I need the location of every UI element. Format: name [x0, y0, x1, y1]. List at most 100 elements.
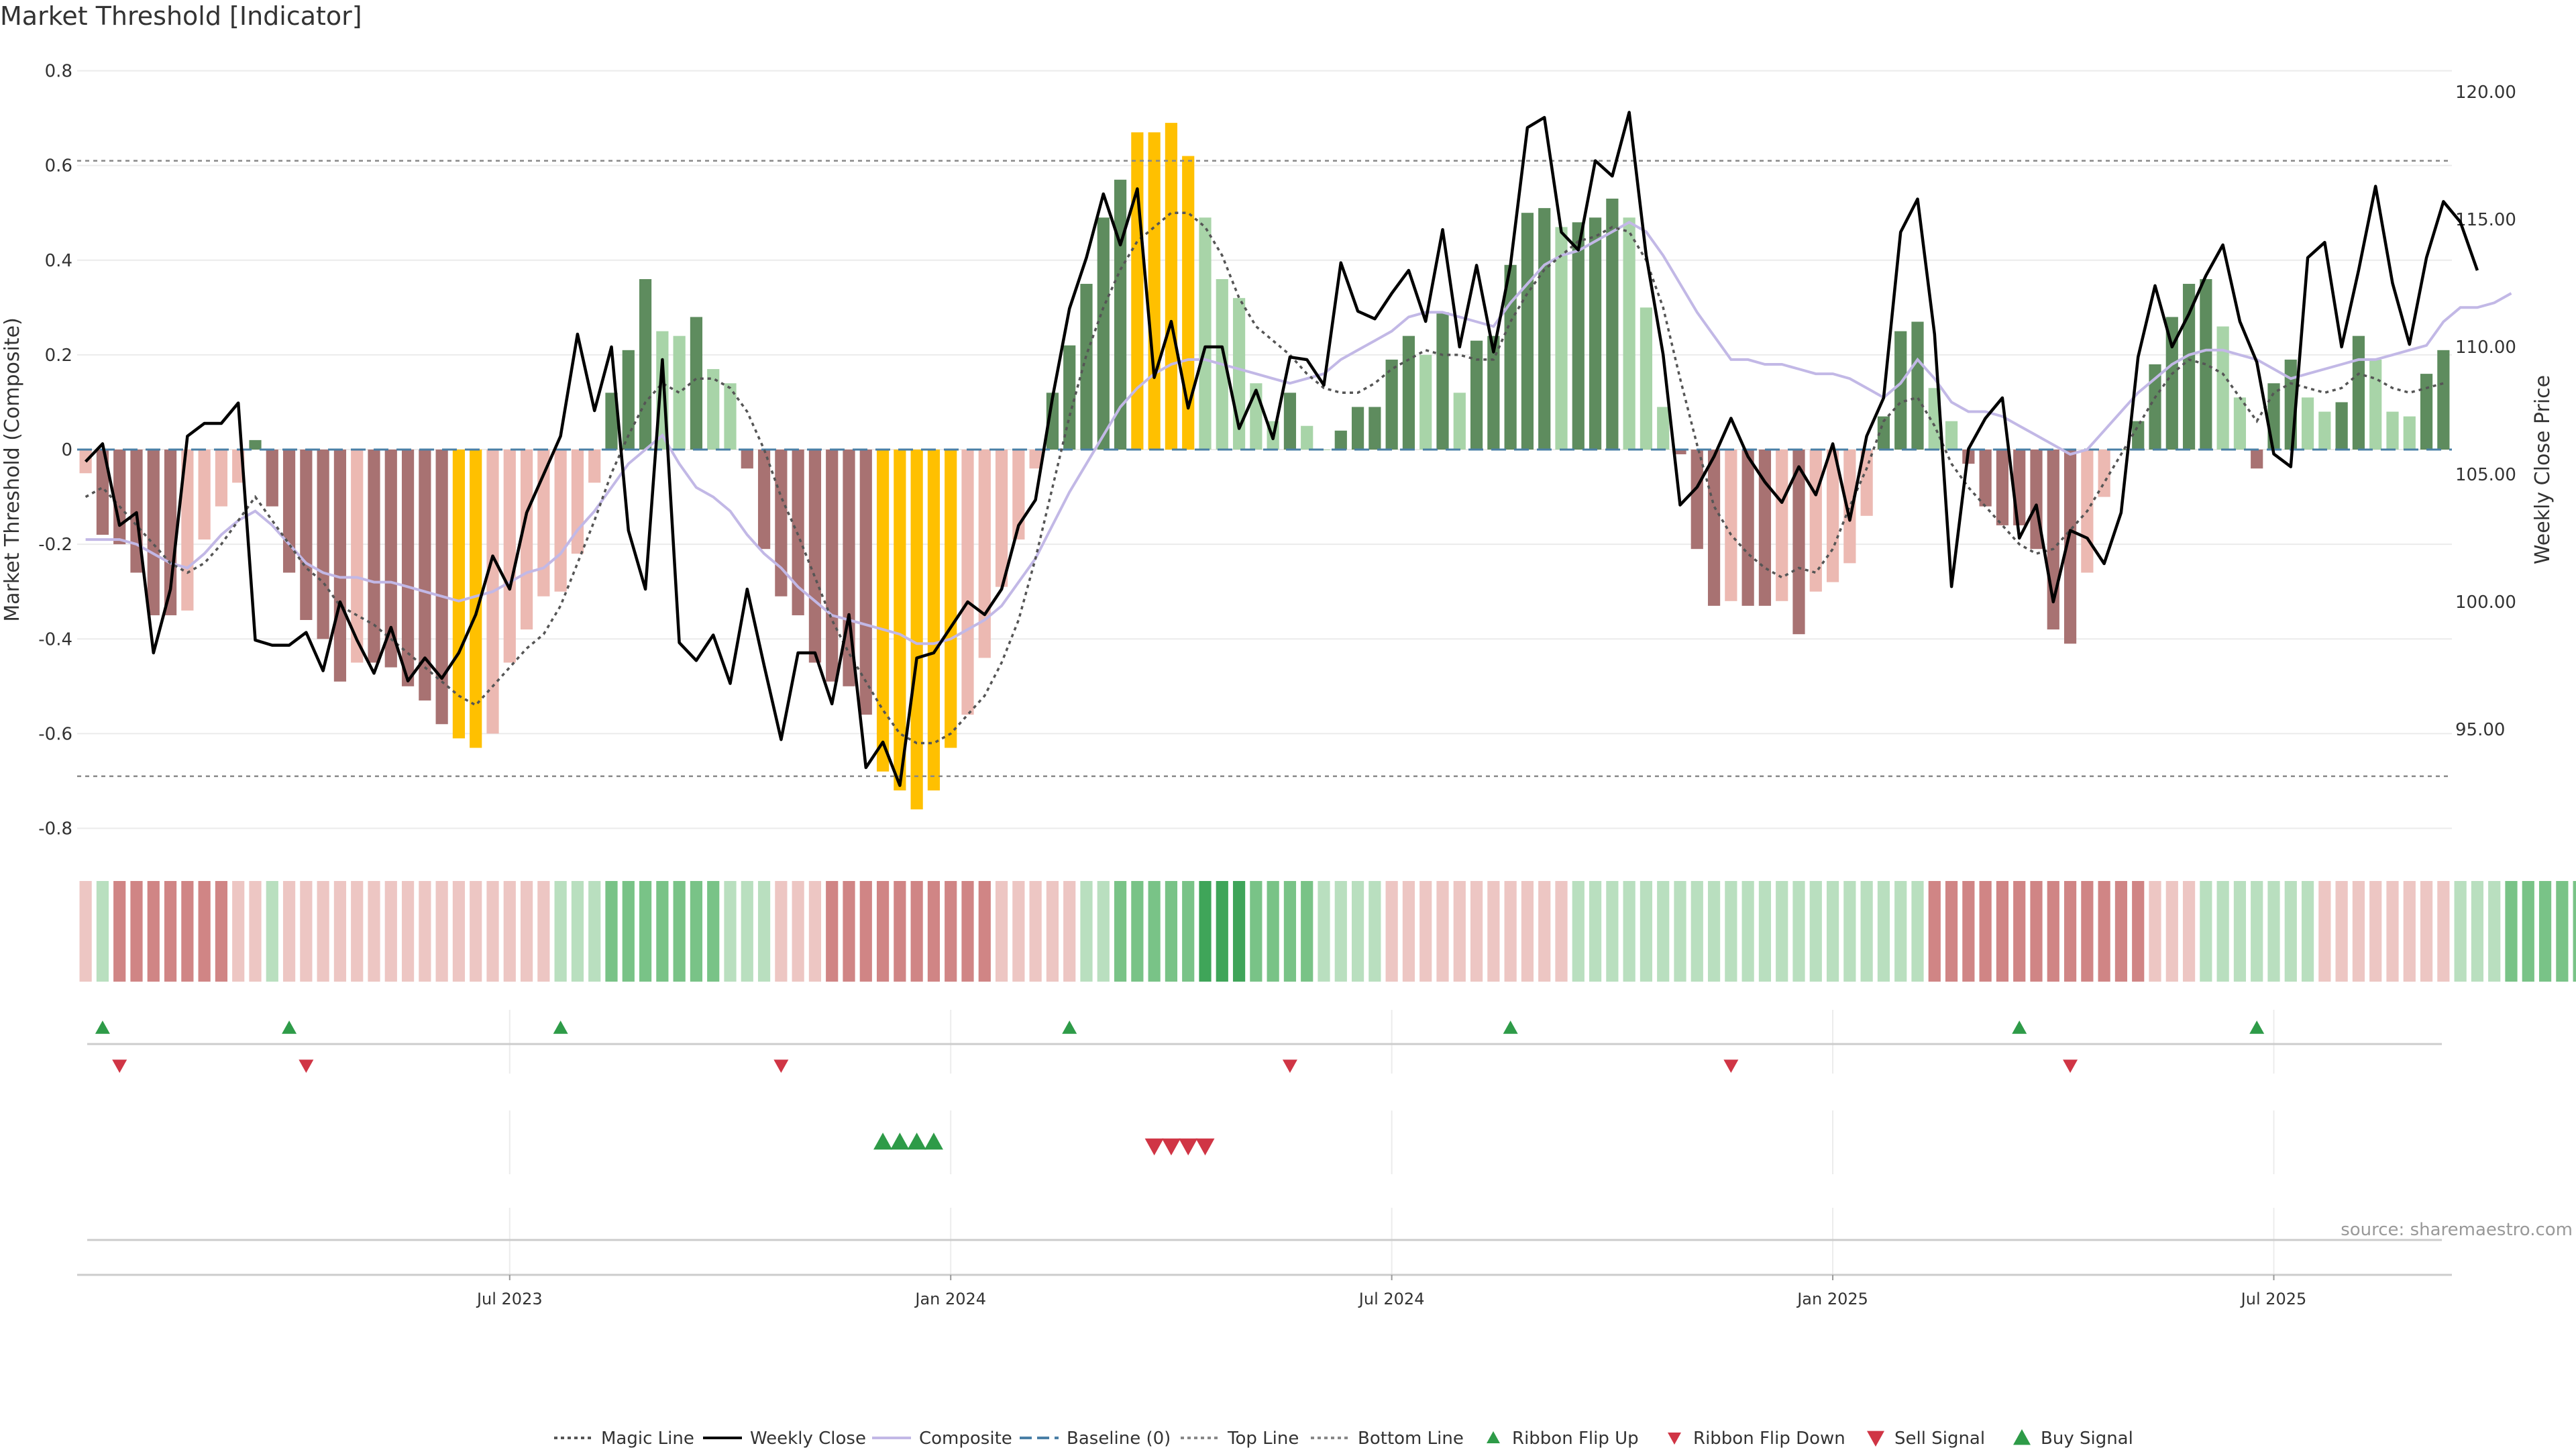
- hist-bar: [1131, 132, 1144, 450]
- ribbon-cell: [368, 881, 380, 982]
- hist-bar: [1165, 123, 1178, 450]
- hist-bar: [826, 450, 839, 682]
- ribbon-cell: [826, 881, 839, 982]
- hist-bar: [2251, 450, 2263, 469]
- hist-bar: [1385, 359, 1398, 450]
- ribbon-cell: [232, 881, 245, 982]
- ribbon-cell: [1046, 881, 1059, 982]
- ribbon-cell: [2403, 881, 2416, 982]
- ribbon-cell: [1555, 881, 1568, 982]
- legend-swatch-buy: [2013, 1429, 2031, 1445]
- right-axis-title: Weekly Close Price: [2531, 375, 2555, 564]
- hist-bar: [249, 439, 262, 450]
- hist-bar: [1792, 450, 1805, 635]
- ribbon-flip-down-marker: [2063, 1059, 2078, 1073]
- ribbon-cell: [605, 881, 618, 982]
- ribbon-cell: [2538, 881, 2552, 982]
- hist-bar: [639, 278, 652, 450]
- ribbon-cell: [300, 881, 313, 982]
- hist-bar: [2063, 450, 2077, 644]
- ribbon-cell: [808, 881, 822, 982]
- hist-bar: [351, 450, 364, 663]
- ribbon-cell: [927, 881, 941, 982]
- hist-bar: [690, 317, 703, 450]
- hist-bar: [2098, 450, 2110, 497]
- hist-bar: [1945, 421, 1958, 450]
- legend-swatch-flip_up: [1487, 1431, 1500, 1443]
- ribbon-cell: [2267, 881, 2280, 982]
- ribbon-cell: [1928, 881, 1941, 982]
- ribbon-cell: [2505, 881, 2518, 982]
- ribbon-cell: [1894, 881, 1907, 982]
- ribbon-cell: [2165, 881, 2178, 982]
- hist-bar: [876, 450, 890, 772]
- ribbon-cell: [1232, 881, 1246, 982]
- ribbon-flip-down-marker: [1723, 1059, 1739, 1073]
- hist-bar: [961, 450, 974, 715]
- left-tick-label: -0.4: [38, 629, 72, 650]
- legend-label-composite: Composite: [919, 1429, 1012, 1449]
- ribbon-cell: [2318, 881, 2331, 982]
- ribbon-cell: [1962, 881, 1975, 982]
- ribbon-cell: [1199, 881, 1212, 982]
- ribbon-flip-up-marker: [1503, 1021, 1518, 1034]
- ribbon-cell: [401, 881, 415, 982]
- hist-bar: [1012, 450, 1025, 540]
- right-tick-label: 115.00: [2455, 210, 2516, 230]
- ribbon-cell: [1792, 881, 1805, 982]
- hist-bar: [1894, 331, 1907, 450]
- hist-bar: [2233, 397, 2247, 450]
- ribbon-cell: [1776, 881, 1788, 982]
- ribbon-cell: [1674, 881, 1686, 982]
- ribbon-cell: [1131, 881, 1144, 982]
- ribbon-cell: [1182, 881, 1195, 982]
- ribbon-cell: [843, 881, 855, 982]
- ribbon-cell: [96, 881, 109, 982]
- hist-bar: [333, 450, 347, 682]
- hist-bar: [1690, 450, 1703, 550]
- ribbon-cell: [1521, 881, 1534, 982]
- hist-bar: [724, 383, 737, 450]
- ribbon-cell: [1402, 881, 1415, 982]
- ribbon-flip-up-marker: [95, 1021, 110, 1034]
- ribbon-cell: [707, 881, 720, 982]
- ribbon-cell: [1334, 881, 1347, 982]
- right-tick-label: 120.00: [2455, 83, 2516, 103]
- sell-signal-marker: [1144, 1138, 1164, 1155]
- hist-bar: [1725, 450, 1737, 601]
- hist-bar: [910, 450, 923, 810]
- ribbon-cell: [2420, 881, 2433, 982]
- composite-line: [85, 221, 2512, 645]
- hist-bar: [1148, 132, 1161, 450]
- ribbon-cell: [1114, 881, 1127, 982]
- ribbon-cell: [961, 881, 974, 982]
- hist-bar: [215, 450, 228, 507]
- hist-bar: [1996, 450, 2009, 525]
- ribbon-cell: [1301, 881, 1313, 982]
- ribbon-cell: [249, 881, 262, 982]
- hist-bar: [2149, 364, 2161, 450]
- hist-bar: [741, 450, 753, 469]
- hist-bar: [368, 450, 380, 663]
- hist-bar: [1877, 416, 1890, 450]
- legend-label-baseline: Baseline (0): [1067, 1429, 1171, 1449]
- hist-bar: [2352, 335, 2365, 450]
- ribbon-cell: [2114, 881, 2128, 982]
- hist-bar: [1555, 227, 1568, 450]
- hist-bar: [2318, 411, 2331, 450]
- hist-bar: [1080, 284, 1093, 450]
- ribbon-cell: [198, 881, 211, 982]
- ribbon-cell: [266, 881, 278, 982]
- hist-bar: [2335, 402, 2348, 450]
- ribbon-cell: [1419, 881, 1432, 982]
- ribbon-cell: [1690, 881, 1703, 982]
- legend-label-sell: Sell Signal: [1894, 1429, 1985, 1449]
- ribbon-cell: [1623, 881, 1635, 982]
- ribbon-cell: [2098, 881, 2110, 982]
- ribbon-cell: [2216, 881, 2229, 982]
- buy-signal-marker: [924, 1133, 943, 1150]
- ribbon-cell: [470, 881, 482, 982]
- ribbon-cell: [537, 881, 550, 982]
- left-tick-label: -0.8: [38, 819, 72, 839]
